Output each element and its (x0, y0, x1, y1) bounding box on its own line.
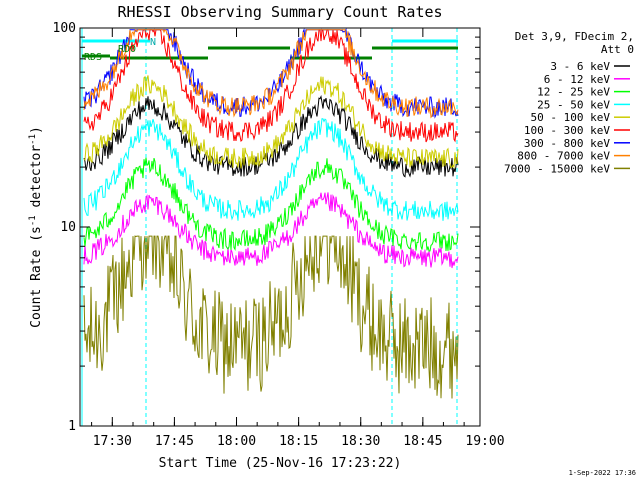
plot-frame (79, 27, 481, 427)
x-axis-label: Start Time (25-Nov-16 17:23:22) (159, 456, 402, 471)
rds-label: RDS (84, 52, 102, 63)
legend-label: 25 - 50 keV (537, 98, 610, 111)
series-line-8 (83, 28, 459, 119)
series-line-1 (83, 94, 459, 178)
y-tick-label: 10 (60, 220, 76, 235)
x-tick-label: 18:30 (341, 434, 380, 449)
legend-header-line-1: Det 3,9, FDecim 2, (515, 30, 634, 43)
y-axis-label-main: Count Rate (s (29, 226, 44, 328)
chart-title: RHESSI Observing Summary Count Rates (117, 3, 442, 21)
annotation-layer: RD0 RDS N (84, 37, 156, 63)
legend-label: 300 - 800 keV (524, 137, 610, 150)
legend-label: 12 - 25 keV (537, 86, 610, 99)
series-line-9 (83, 235, 459, 399)
y-axis-label-sup-1: -1 (28, 215, 38, 226)
series-line-6 (83, 28, 459, 143)
series-line-4 (83, 118, 459, 221)
x-tick-label: 18:15 (279, 434, 318, 449)
legend-label: 6 - 12 keV (544, 73, 611, 86)
plot-area (81, 28, 459, 426)
y-tick-label: 1 (68, 419, 76, 434)
series-group (81, 28, 459, 426)
corner-date: 1-Sep-2022 17:36 (569, 469, 636, 477)
series-line-3 (83, 157, 459, 252)
y-axis-label-sup-2: -1 (28, 134, 38, 145)
series-line-2 (83, 192, 459, 269)
x-axis: 17:30 17:45 18:00 18:15 18:30 18:45 19:00 (91, 28, 505, 449)
n-label: N (150, 37, 156, 48)
x-tick-label: 18:00 (217, 434, 256, 449)
y-tick-label: 100 (53, 21, 76, 36)
series-line-5 (83, 75, 459, 169)
y-axis-label-close: ) (29, 126, 44, 134)
y-axis-label-end: detector (29, 145, 44, 216)
x-tick-label: 19:00 (465, 434, 504, 449)
legend-label: 7000 - 15000 keV (504, 162, 610, 175)
legend-label: 3 - 6 keV (550, 60, 610, 73)
legend-label: 50 - 100 keV (531, 111, 611, 124)
legend-label: 800 - 7000 keV (517, 150, 610, 163)
y-axis-label: Count Rate (s-1 detector-1) (28, 126, 44, 328)
x-tick-label: 18:45 (403, 434, 442, 449)
y-axis: 1 10 100 (53, 21, 480, 434)
x-tick-label: 17:30 (93, 434, 132, 449)
x-tick-label: 17:45 (155, 434, 194, 449)
rd0-label: RD0 (118, 44, 136, 55)
legend-header-line-2: Att 0 (601, 43, 634, 56)
legend-label: 100 - 300 keV (524, 124, 610, 137)
